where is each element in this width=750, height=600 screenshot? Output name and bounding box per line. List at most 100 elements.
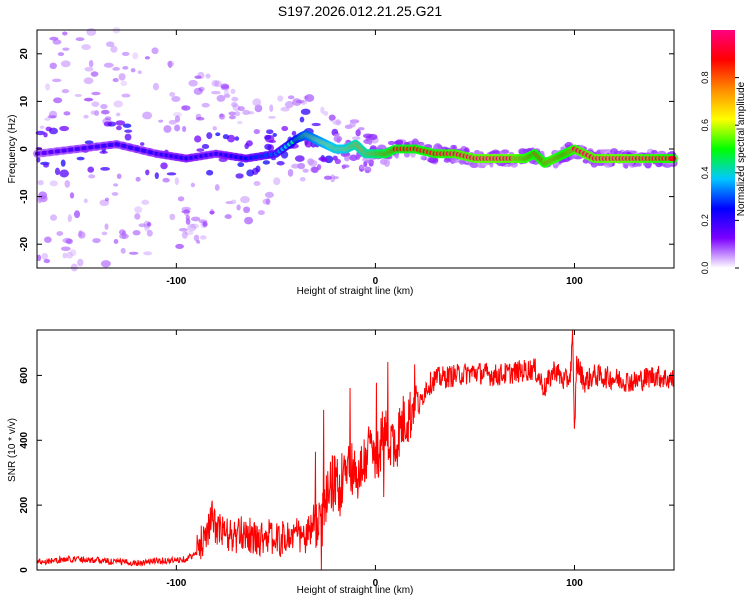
- spectrogram-blob: [190, 216, 201, 222]
- spectrogram-blob: [168, 119, 177, 125]
- spectrogram-blob: [500, 149, 510, 155]
- spectrogram-blob: [134, 213, 141, 220]
- spectrogram-blob: [174, 124, 181, 132]
- spectrogram-blob: [332, 120, 342, 125]
- spectrogram-blob: [355, 129, 361, 137]
- colorbar-tick-label: 0.8: [700, 71, 710, 84]
- spectrogram-blob: [73, 210, 81, 219]
- spectrogram-blob: [141, 199, 150, 205]
- spectrogram-blob: [49, 62, 57, 70]
- spectrogram-blob: [171, 95, 181, 103]
- spectrogram-blob: [90, 71, 99, 77]
- spectrogram-blob: [100, 109, 110, 115]
- spectrogram-blob: [181, 206, 192, 212]
- spectrogram-blob: [60, 246, 71, 251]
- spectrogram-blob: [333, 133, 340, 138]
- spectrogram-blob: [328, 114, 336, 121]
- spectrogram-blob: [120, 247, 126, 254]
- spectrogram-blob: [116, 125, 122, 131]
- spectrogram-blob: [99, 199, 110, 207]
- spectrogram-blob: [222, 134, 229, 140]
- spectrogram-blob: [37, 179, 44, 186]
- spectrogram-blob: [257, 210, 265, 216]
- spectrogram-blob: [103, 62, 114, 68]
- spectrogram-blob: [308, 159, 318, 167]
- spectrogram-blob: [74, 93, 83, 97]
- spectrogram-blob: [132, 52, 139, 60]
- spectrogram-blob: [124, 133, 132, 141]
- spectrogram-blob: [88, 174, 96, 179]
- spectrogram-blob: [83, 198, 88, 204]
- snr-y-axis-label: SNR (10 * v/v): [7, 418, 18, 482]
- spectrogram-blob: [252, 98, 262, 107]
- colorbar-tick-label: 0.4: [700, 167, 710, 180]
- spectrogram-blob: [118, 229, 126, 236]
- spectrogram-blob: [253, 180, 261, 186]
- spectrogram-blob: [357, 127, 365, 131]
- spectrogram-blob: [99, 150, 108, 154]
- spectrogram-blob: [61, 88, 70, 94]
- spectrogram-blob: [471, 162, 479, 168]
- spectrogram-blob: [240, 196, 250, 204]
- spectrogram-blob: [273, 177, 281, 186]
- x-tick-label: -100: [166, 578, 186, 589]
- spectrogram-blob: [201, 102, 210, 108]
- spectrogram-blob: [268, 115, 276, 119]
- spectrogram-blob: [349, 154, 358, 161]
- spectrogram-blob: [228, 115, 236, 120]
- spectrogram-blob: [35, 130, 46, 136]
- spectrogram-blob: [265, 198, 271, 206]
- spectrogram-blob: [91, 101, 100, 107]
- spectrogram-blob: [52, 78, 62, 83]
- spectrogram-blob: [100, 166, 110, 171]
- spectrogram-blob: [163, 125, 172, 133]
- spectrogram-blob: [175, 243, 184, 249]
- spectrogram-y-ticks: -20 -10 0 10 20: [19, 48, 674, 251]
- spectrogram-blob: [244, 216, 254, 225]
- spectrogram-blob: [287, 168, 294, 177]
- spectrogram-blob: [277, 95, 284, 102]
- x-tick-label: 0: [373, 276, 379, 287]
- spectrogram-blob: [100, 104, 108, 110]
- spectrogram-blob: [184, 230, 194, 236]
- spectrogram-blob: [166, 60, 175, 67]
- colorbar: 0.0 0.2 0.4 0.6 0.8 Normalized spectral ampl…: [700, 30, 747, 274]
- spectrogram-blob: [92, 238, 101, 244]
- spectrogram-blob: [332, 176, 339, 180]
- spectrogram-blob: [62, 237, 72, 244]
- y-tick-label: -10: [19, 189, 30, 204]
- spectrogram-blob: [294, 155, 305, 162]
- snr-frame: [36, 329, 675, 571]
- snr-series-line: [36, 329, 675, 571]
- spectrogram-frequency-track: [33, 130, 679, 168]
- spectrogram-blob: [43, 258, 51, 264]
- spectrogram-blob: [335, 118, 341, 126]
- spectrogram-blob: [174, 115, 181, 123]
- spectrogram-blob: [291, 130, 297, 136]
- spectrogram-blob: [299, 176, 306, 182]
- spectrogram-blob: [190, 223, 200, 229]
- spectrogram-blob: [132, 230, 141, 236]
- spectrogram-blob: [220, 83, 230, 89]
- x-tick-label: 100: [566, 578, 583, 589]
- spectrogram-blob: [39, 125, 45, 130]
- spectrogram-blob: [195, 116, 205, 121]
- spectrogram-blob: [144, 56, 151, 60]
- spectrogram-blob: [160, 162, 168, 170]
- spectrogram-blob: [215, 132, 221, 137]
- snr-x-axis-label: Height of straight line (km): [297, 585, 414, 596]
- spectrogram-blob: [60, 60, 71, 68]
- spectrogram-blob: [202, 221, 208, 228]
- spectrogram-blob: [349, 122, 356, 128]
- spectrogram-blob: [230, 88, 236, 94]
- spectrogram-blob: [198, 86, 205, 92]
- spectrogram-blob: [213, 80, 222, 88]
- y-tick-label: 0: [19, 146, 30, 152]
- spectrogram-blob: [66, 251, 74, 259]
- spectrogram-blob: [100, 260, 111, 268]
- spectrogram-blob: [59, 125, 70, 132]
- spectrogram-blob: [130, 68, 136, 73]
- spectrogram-blob: [364, 159, 375, 164]
- spectrogram-blob: [48, 127, 59, 135]
- spectrogram-blob: [104, 116, 112, 121]
